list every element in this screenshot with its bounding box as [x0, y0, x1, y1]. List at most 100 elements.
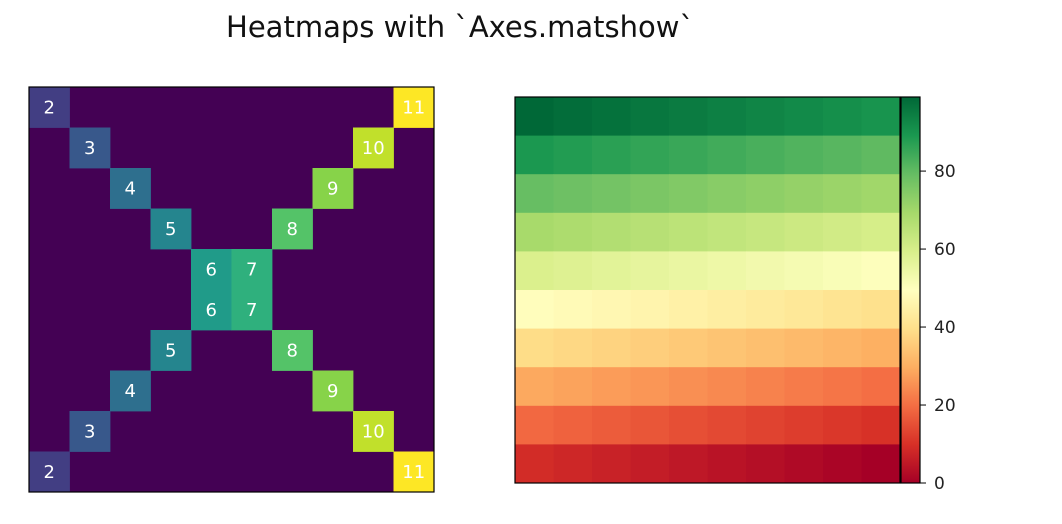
heatmap-cell — [784, 135, 824, 175]
heatmap-cell — [746, 174, 785, 214]
heatmap-cell — [707, 251, 747, 291]
heatmap-cell — [823, 290, 862, 329]
heatmap-cell — [746, 135, 785, 175]
cell-value-label: 3 — [84, 138, 95, 159]
heatmap-cell — [707, 135, 747, 175]
heatmap-cell — [69, 127, 111, 169]
heatmap-cell — [707, 97, 747, 136]
heatmap-cell — [630, 251, 670, 291]
heatmap-cell — [553, 97, 593, 136]
heatmap-cell — [784, 174, 824, 214]
cell-value-label: 7 — [246, 300, 257, 321]
heatmap-cell — [69, 411, 111, 452]
heatmap-cell — [312, 168, 354, 209]
heatmap-cell — [823, 212, 862, 252]
heatmap-cell — [669, 405, 708, 445]
heatmap-cell — [110, 370, 151, 412]
heatmap-cell — [746, 444, 785, 484]
heatmap-cell — [784, 367, 824, 407]
heatmap-cell — [746, 367, 785, 407]
heatmap-cell — [150, 330, 192, 371]
heatmap-cell — [592, 405, 631, 445]
heatmap-cell — [784, 328, 824, 368]
heatmap-cell — [784, 251, 824, 291]
heatmap-cell — [592, 290, 631, 329]
heatmap-cell — [272, 208, 313, 250]
cell-value-label: 9 — [327, 178, 338, 199]
heatmap-cell — [823, 444, 862, 484]
heatmap-cell — [515, 135, 554, 175]
heatmap-cell — [630, 444, 670, 484]
figure-title: Heatmaps with `Axes.matshow` — [226, 10, 694, 44]
heatmap-cell — [553, 444, 593, 484]
cell-value-label: 8 — [287, 340, 298, 361]
heatmap-cell — [630, 290, 670, 329]
colorbar-tick-label: 0 — [934, 474, 945, 494]
colorbar-tick-label: 60 — [934, 240, 956, 260]
heatmap-cell — [861, 405, 901, 445]
heatmap-cell — [272, 330, 313, 371]
heatmap-cell — [191, 289, 232, 331]
heatmap-cell — [393, 451, 435, 493]
heatmap-cell — [29, 87, 70, 128]
heatmap-cell — [515, 174, 554, 214]
heatmap-cell — [669, 135, 708, 175]
heatmap-cell — [553, 212, 593, 252]
heatmap-cell — [630, 135, 670, 175]
colorbar-frame — [900, 96, 921, 484]
heatmap-cell — [393, 87, 435, 128]
heatmap-cell — [669, 328, 708, 368]
heatmap-cell — [515, 405, 554, 445]
cell-value-label: 4 — [125, 178, 136, 199]
cell-value-label: 5 — [165, 340, 176, 361]
heatmap-cell — [592, 174, 631, 214]
heatmap-cell — [746, 328, 785, 368]
heatmap-cell — [823, 97, 862, 136]
colorbar-bar — [901, 97, 920, 483]
heatmap-frame — [28, 86, 435, 493]
heatmap-cell — [784, 444, 824, 484]
heatmap-cell — [630, 367, 670, 407]
heatmap-cell — [553, 328, 593, 368]
heatmap-cell — [746, 251, 785, 291]
heatmap-cell — [592, 367, 631, 407]
heatmap-cell — [110, 168, 151, 209]
cell-value-label: 10 — [362, 138, 385, 159]
heatmap-cell — [553, 290, 593, 329]
heatmap-cell — [823, 405, 862, 445]
heatmap-cell — [746, 97, 785, 136]
heatmap-rdylgn — [514, 96, 901, 484]
heatmap-cell — [592, 328, 631, 368]
heatmap-cell — [630, 97, 670, 136]
heatmap-cell — [515, 367, 554, 407]
cell-value-label: 7 — [246, 259, 257, 280]
heatmap-cell — [515, 444, 554, 484]
heatmap-cell — [669, 251, 708, 291]
heatmap-cell — [823, 328, 862, 368]
heatmap-cell — [669, 444, 708, 484]
heatmap-cell — [707, 328, 747, 368]
colorbar-tick-label: 20 — [934, 396, 956, 416]
heatmap-cell — [515, 290, 554, 329]
heatmap-cell — [630, 405, 670, 445]
heatmap-cell — [861, 251, 901, 291]
heatmap-cell — [515, 97, 554, 136]
cell-value-label: 6 — [206, 300, 217, 321]
heatmap-cell — [312, 370, 354, 412]
heatmap-cell — [553, 405, 593, 445]
heatmap-viridis: 2 3 4 5 6 6 5 4 3 2 11 10 9 8 7 7 8 9 10 11 — [28, 86, 435, 493]
cell-value-label: 9 — [327, 381, 338, 402]
heatmap-cell — [553, 135, 593, 175]
heatmap-cell — [784, 97, 824, 136]
heatmap-cell — [861, 328, 901, 368]
heatmap-cell — [592, 444, 631, 484]
heatmap-cell — [823, 135, 862, 175]
heatmap-cell — [592, 97, 631, 136]
heatmap-cell — [861, 97, 901, 136]
heatmap-cell — [746, 405, 785, 445]
heatmap-cell — [861, 135, 901, 175]
heatmap-cell — [630, 174, 670, 214]
heatmap-cell — [553, 174, 593, 214]
heatmap-cell — [669, 290, 708, 329]
